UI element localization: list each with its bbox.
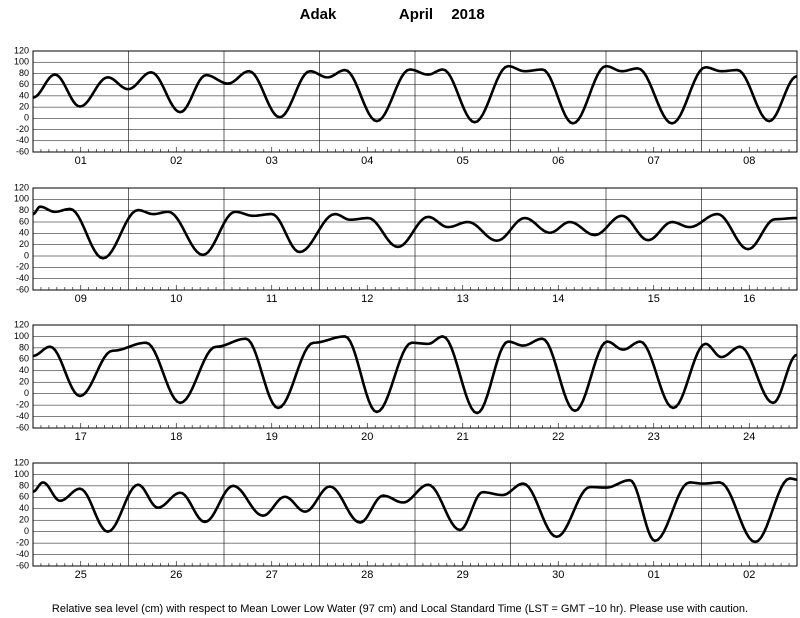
day-label: 14 <box>552 293 564 305</box>
y-tick-label: 20 <box>19 101 29 111</box>
plot-frame <box>32 324 798 429</box>
day-label: 29 <box>457 569 469 581</box>
day-label: 02 <box>170 155 182 167</box>
y-tick-label: 100 <box>14 331 29 341</box>
y-tick-label: 0 <box>24 388 29 398</box>
day-label: 17 <box>75 431 87 443</box>
y-tick-label: 20 <box>19 515 29 525</box>
y-tick-label: 120 <box>14 319 29 329</box>
station-title: Adak <box>300 6 337 23</box>
year-title: 2018 <box>451 6 484 23</box>
day-label: 01 <box>648 569 660 581</box>
day-label: 22 <box>552 431 564 443</box>
y-tick-label: -60 <box>16 560 29 570</box>
day-label: 19 <box>266 431 278 443</box>
plot-frame <box>32 50 798 153</box>
plot-frame <box>32 187 798 291</box>
y-tick-label: 80 <box>19 342 29 352</box>
y-tick-label: 80 <box>19 480 29 490</box>
day-label: 11 <box>266 293 277 305</box>
y-tick-label: 60 <box>19 492 29 502</box>
day-label: 18 <box>170 431 182 443</box>
y-tick-label: -20 <box>16 537 29 547</box>
day-label: 25 <box>75 569 87 581</box>
day-label: 23 <box>648 431 660 443</box>
y-tick-label: 40 <box>19 90 29 100</box>
day-label: 28 <box>361 569 373 581</box>
y-tick-label: 80 <box>19 205 29 215</box>
day-label: 15 <box>648 293 660 305</box>
y-tick-label: 120 <box>14 45 29 55</box>
y-tick-label: 0 <box>24 113 29 123</box>
day-label: 07 <box>648 155 660 167</box>
y-tick-label: -20 <box>16 262 29 272</box>
day-label: 30 <box>552 569 564 581</box>
y-tick-label: 100 <box>14 469 29 479</box>
y-tick-label: 60 <box>19 79 29 89</box>
day-label: 24 <box>743 431 755 443</box>
y-tick-label: -60 <box>16 422 29 432</box>
day-label: 13 <box>457 293 469 305</box>
day-label: 10 <box>170 293 182 305</box>
tide-line <box>33 205 797 260</box>
y-tick-label: -60 <box>16 146 29 156</box>
day-label: 05 <box>457 155 469 167</box>
day-label: 20 <box>361 431 373 443</box>
y-tick-label: 80 <box>19 68 29 78</box>
y-tick-label: 100 <box>14 194 29 204</box>
day-label: 21 <box>457 431 469 443</box>
y-tick-label: -40 <box>16 549 29 559</box>
day-label: 12 <box>361 293 373 305</box>
day-label: 04 <box>361 155 373 167</box>
day-label: 27 <box>266 569 278 581</box>
tide-line <box>33 64 797 125</box>
month-title: April <box>399 6 433 23</box>
y-tick-label: 40 <box>19 228 29 238</box>
tide-line <box>33 477 797 544</box>
plot-frame <box>32 462 798 567</box>
y-tick-label: 40 <box>19 365 29 375</box>
y-tick-label: 100 <box>14 57 29 67</box>
y-tick-label: 60 <box>19 354 29 364</box>
y-tick-label: -20 <box>16 124 29 134</box>
y-tick-label: -60 <box>16 284 29 294</box>
y-tick-label: 40 <box>19 503 29 513</box>
y-tick-label: -40 <box>16 135 29 145</box>
day-label: 09 <box>75 293 87 305</box>
day-label: 02 <box>743 569 755 581</box>
tide-line <box>33 335 797 415</box>
day-label: 26 <box>170 569 182 581</box>
y-tick-label: 120 <box>14 457 29 467</box>
y-tick-label: 60 <box>19 216 29 226</box>
footnote: Relative sea level (cm) with respect to … <box>52 603 748 615</box>
day-label: 01 <box>75 155 87 167</box>
y-tick-label: 120 <box>14 182 29 192</box>
y-tick-label: 20 <box>19 239 29 249</box>
y-tick-label: 0 <box>24 250 29 260</box>
y-tick-label: -20 <box>16 399 29 409</box>
y-tick-label: -40 <box>16 411 29 421</box>
day-label: 03 <box>266 155 278 167</box>
day-label: 16 <box>743 293 755 305</box>
y-tick-label: 0 <box>24 526 29 536</box>
y-tick-label: 20 <box>19 377 29 387</box>
day-label: 06 <box>552 155 564 167</box>
y-tick-label: -40 <box>16 273 29 283</box>
day-label: 08 <box>743 155 755 167</box>
